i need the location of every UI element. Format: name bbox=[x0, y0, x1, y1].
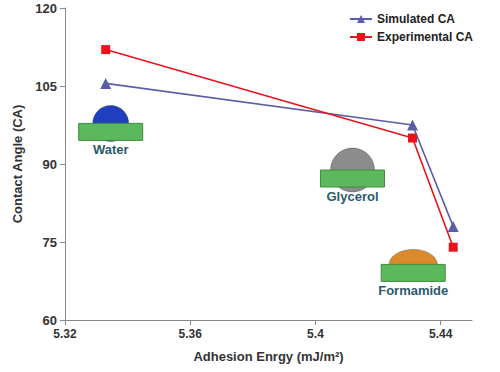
svg-text:90: 90 bbox=[43, 157, 57, 172]
svg-text:Simulated CA: Simulated CA bbox=[377, 12, 455, 26]
svg-text:Formamide: Formamide bbox=[378, 283, 448, 298]
svg-text:5.4: 5.4 bbox=[307, 327, 324, 341]
svg-text:5.36: 5.36 bbox=[179, 327, 203, 341]
svg-text:5.32: 5.32 bbox=[53, 327, 77, 341]
svg-text:Water: Water bbox=[93, 142, 129, 157]
svg-text:5.44: 5.44 bbox=[429, 327, 453, 341]
svg-text:Experimental CA: Experimental CA bbox=[377, 30, 473, 44]
svg-text:105: 105 bbox=[35, 79, 57, 94]
svg-text:60: 60 bbox=[43, 313, 57, 328]
svg-text:Adhesion Enrgy (mJ/m²): Adhesion Enrgy (mJ/m²) bbox=[193, 349, 343, 364]
svg-text:120: 120 bbox=[35, 1, 57, 16]
svg-text:75: 75 bbox=[43, 235, 57, 250]
svg-text:Glycerol: Glycerol bbox=[326, 189, 378, 204]
svg-text:Contact Angle (CA): Contact Angle (CA) bbox=[10, 105, 25, 224]
